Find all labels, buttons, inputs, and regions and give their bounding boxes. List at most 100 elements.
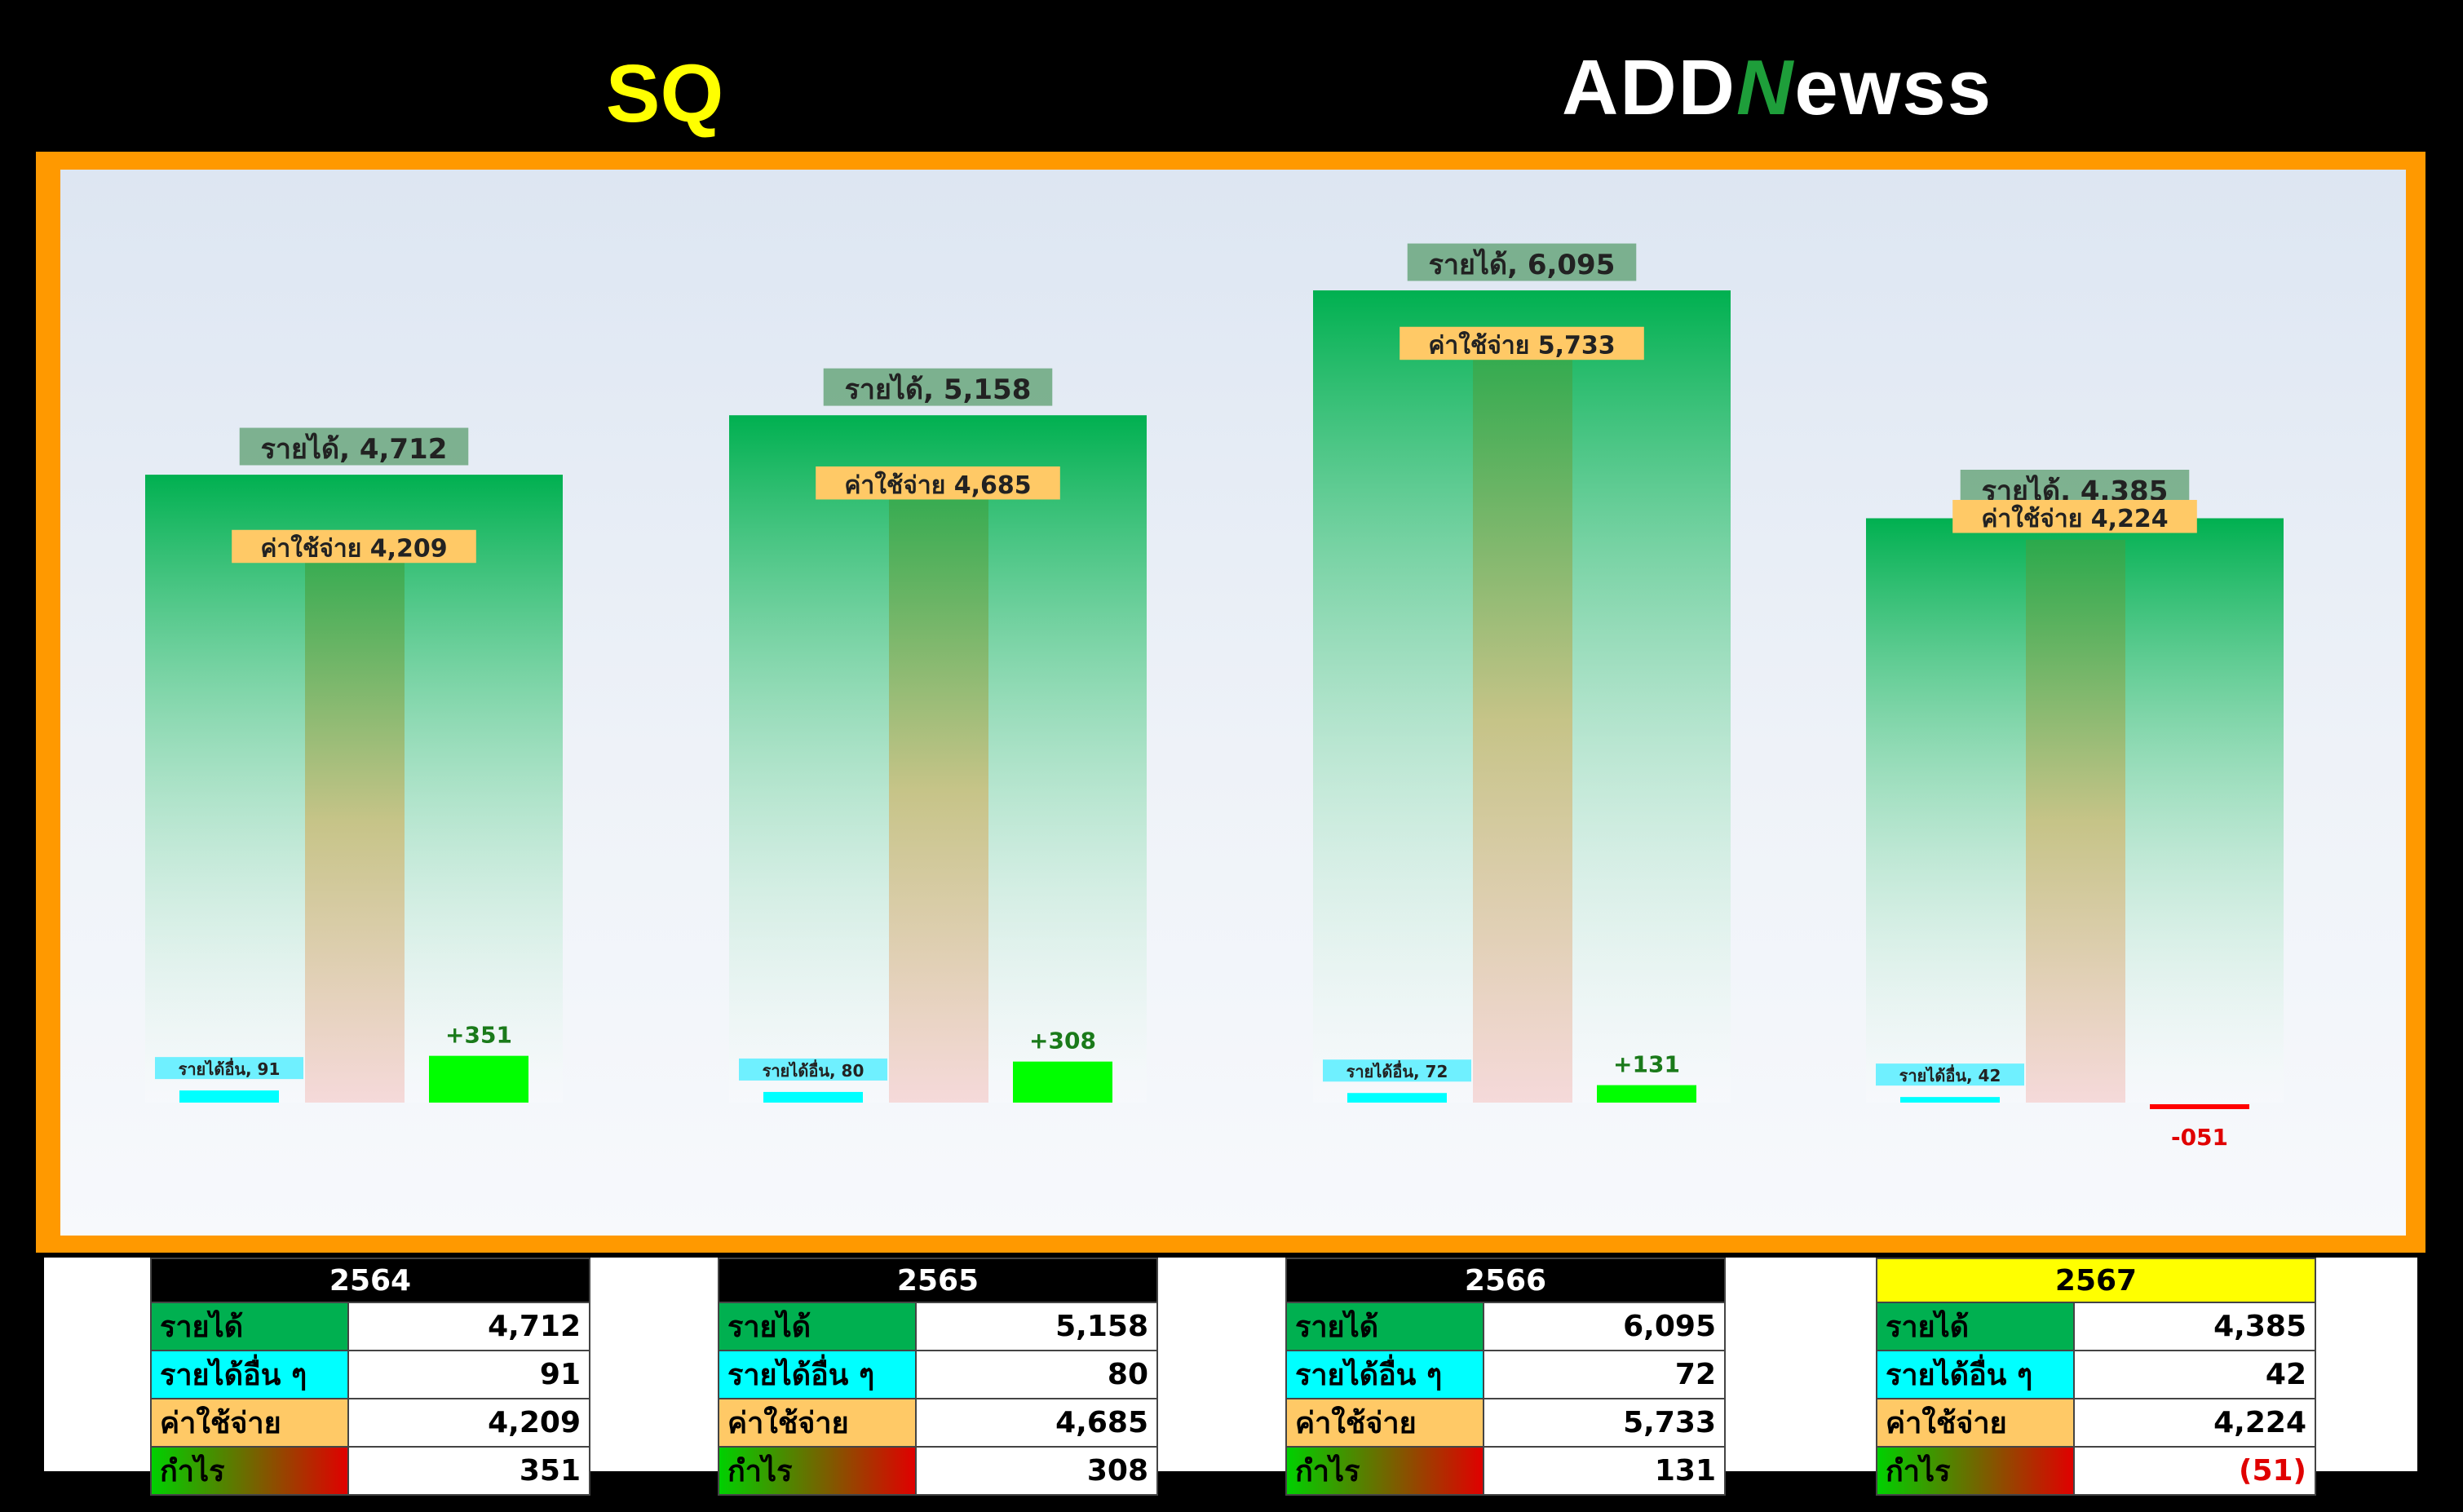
- chart-svg: รายได้, 4,712 ค่าใช้จ่าย 4,209 รายได้อื่น,…: [145, 243, 2284, 1151]
- other-income-label-bg: [739, 1058, 887, 1081]
- table-row: รายได้ 5,158: [718, 1302, 1158, 1351]
- row-label: รายได้อื่น ๆ: [150, 1350, 349, 1399]
- year-header: 2567: [1876, 1258, 2316, 1303]
- year-header: 2566: [1285, 1258, 1726, 1303]
- row-value: 42: [2073, 1350, 2316, 1399]
- row-label: รายได้อื่น ๆ: [718, 1350, 917, 1399]
- row-value: 4,712: [347, 1302, 590, 1351]
- profit-bar: [1597, 1085, 1696, 1103]
- page-title: SQ: [605, 48, 724, 139]
- revenue-label: รายได้, 5,158: [845, 373, 1032, 406]
- row-value: 5,733: [1483, 1398, 1726, 1448]
- year-header: 2564: [150, 1258, 590, 1303]
- expense-label: ค่าใช้จ่าย 5,733: [1428, 331, 1615, 360]
- profit-bar: [429, 1055, 528, 1103]
- table-row: กำไร 351: [150, 1446, 590, 1496]
- logo-text-b: N: [1736, 44, 1795, 131]
- logo-text-c: ewss: [1794, 44, 1993, 131]
- table-row: กำไร (51): [1876, 1446, 2316, 1496]
- row-label: ค่าใช้จ่าย: [150, 1398, 349, 1448]
- revenue-label-bg: [1407, 243, 1637, 281]
- expense-bar: [305, 542, 405, 1103]
- other-income-label-bg: [155, 1057, 303, 1080]
- revenue-label-bg: [823, 368, 1053, 406]
- row-label: ค่าใช้จ่าย: [1876, 1398, 2075, 1448]
- row-label: รายได้: [1876, 1302, 2075, 1351]
- other-income-label: รายได้อื่น, 72: [1346, 1059, 1448, 1081]
- expense-label-bg: [1952, 499, 2197, 533]
- other-income-label: รายได้อื่น, 42: [1899, 1063, 2001, 1085]
- chart-plot-area: รายได้, 4,712 ค่าใช้จ่าย 4,209 รายได้อื่น,…: [60, 170, 2406, 1236]
- row-value: 4,685: [915, 1398, 1158, 1448]
- expense-label-bg: [232, 529, 476, 564]
- row-value: 6,095: [1483, 1302, 1726, 1351]
- table-row: รายได้อื่น ๆ 72: [1285, 1350, 1726, 1399]
- table-row: รายได้อื่น ๆ 80: [718, 1350, 1158, 1399]
- table-row: กำไร 308: [718, 1446, 1158, 1496]
- addnewss-logo: ADDNewss: [1562, 39, 1992, 137]
- other-income-bar: [1347, 1093, 1447, 1103]
- row-label: รายได้: [1285, 1302, 1484, 1351]
- row-value: 4,385: [2073, 1302, 2316, 1351]
- row-value: 91: [347, 1350, 590, 1399]
- row-label: รายได้: [150, 1302, 349, 1351]
- other-income-label: รายได้อื่น, 80: [763, 1059, 864, 1081]
- other-income-bar: [763, 1091, 863, 1103]
- other-income-label-bg: [1323, 1059, 1471, 1082]
- row-label: รายได้อื่น ๆ: [1285, 1350, 1484, 1399]
- row-label: ค่าใช้จ่าย: [718, 1398, 917, 1448]
- row-label: ค่าใช้จ่าย: [1285, 1398, 1484, 1448]
- year-header: 2565: [718, 1258, 1158, 1303]
- other-income-bar: [179, 1090, 279, 1103]
- expense-label: ค่าใช้จ่าย 4,224: [1981, 504, 2168, 533]
- profit-bar: [2150, 1104, 2249, 1109]
- row-value: 72: [1483, 1350, 1726, 1399]
- row-label: กำไร: [1285, 1446, 1484, 1496]
- table-row: กำไร 131: [1285, 1446, 1726, 1496]
- expense-label: ค่าใช้จ่าย 4,209: [260, 534, 447, 564]
- table-row: รายได้ 6,095: [1285, 1302, 1726, 1351]
- other-income-label-bg: [1876, 1063, 2024, 1086]
- row-value: 308: [915, 1446, 1158, 1496]
- profit-bar: [1013, 1061, 1112, 1103]
- revenue-label: รายได้, 4,712: [261, 432, 448, 466]
- profit-label: +308: [1029, 1028, 1096, 1054]
- row-label: รายได้อื่น ๆ: [1876, 1350, 2075, 1399]
- expense-label-bg: [816, 466, 1060, 500]
- other-income-label: รายได้อื่น, 91: [179, 1057, 281, 1079]
- row-value: 131: [1483, 1446, 1726, 1496]
- table-row: ค่าใช้จ่าย 5,733: [1285, 1398, 1726, 1448]
- table-row: ค่าใช้จ่าย 4,685: [718, 1398, 1158, 1448]
- row-label: รายได้: [718, 1302, 917, 1351]
- year-table-2567: 2567 รายได้ 4,385 รายได้อื่น ๆ 42 ค่าใช้จ่าย 4…: [1876, 1258, 2316, 1496]
- table-row: ค่าใช้จ่าย 4,209: [150, 1398, 590, 1448]
- table-row: ค่าใช้จ่าย 4,224: [1876, 1398, 2316, 1448]
- row-label: กำไร: [1876, 1446, 2075, 1496]
- revenue-label-bg: [239, 427, 469, 466]
- profit-label: +351: [445, 1022, 512, 1049]
- logo-text-a: ADD: [1562, 44, 1736, 131]
- profit-label: +131: [1613, 1051, 1680, 1078]
- expense-bar: [1473, 338, 1572, 1103]
- row-value: 351: [347, 1446, 590, 1496]
- row-label: กำไร: [718, 1446, 917, 1496]
- expense-label: ค่าใช้จ่าย 4,685: [844, 471, 1031, 500]
- expense-bar: [2026, 539, 2125, 1103]
- row-value: 4,224: [2073, 1398, 2316, 1448]
- row-value: 5,158: [915, 1302, 1158, 1351]
- table-row: รายได้ 4,712: [150, 1302, 590, 1351]
- row-value: 4,209: [347, 1398, 590, 1448]
- expense-label-bg: [1400, 326, 1644, 360]
- table-row: รายได้อื่น ๆ 42: [1876, 1350, 2316, 1399]
- table-row: รายได้อื่น ๆ 91: [150, 1350, 590, 1399]
- year-table-2566: 2566 รายได้ 6,095 รายได้อื่น ๆ 72 ค่าใช้จ่าย 5…: [1285, 1258, 1726, 1496]
- year-table-2565: 2565 รายได้ 5,158 รายได้อื่น ๆ 80 ค่าใช้จ่าย 4…: [718, 1258, 1158, 1496]
- row-value: (51): [2073, 1446, 2316, 1496]
- year-table-2564: 2564 รายได้ 4,712 รายได้อื่น ๆ 91 ค่าใช้จ่าย 4…: [150, 1258, 590, 1496]
- revenue-label: รายได้, 6,095: [1429, 248, 1616, 281]
- other-income-bar: [1900, 1097, 2000, 1103]
- expense-bar: [889, 478, 988, 1103]
- table-row: รายได้ 4,385: [1876, 1302, 2316, 1351]
- profit-label: -051: [2171, 1124, 2228, 1151]
- row-label: กำไร: [150, 1446, 349, 1496]
